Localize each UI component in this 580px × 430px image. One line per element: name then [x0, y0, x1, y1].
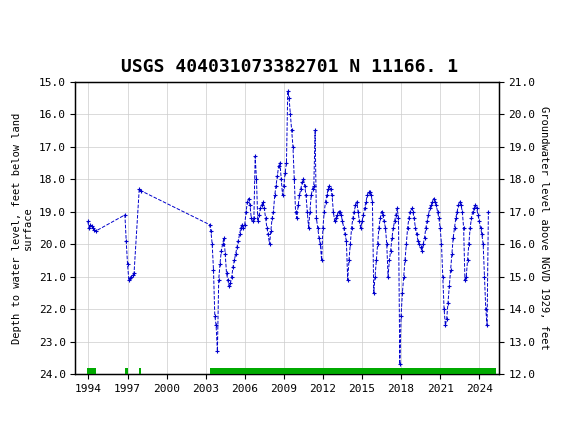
Bar — [139, 369, 141, 380]
Text: ≡USGS: ≡USGS — [12, 16, 70, 35]
Y-axis label: Depth to water level, feet below land
surface: Depth to water level, feet below land su… — [12, 112, 33, 344]
Text: USGS 404031073382701 N 11166. 1: USGS 404031073382701 N 11166. 1 — [121, 58, 459, 76]
Legend: Period of approved data: Period of approved data — [184, 427, 390, 430]
Y-axis label: Groundwater level above NGVD 1929, feet: Groundwater level above NGVD 1929, feet — [539, 106, 549, 350]
Bar — [87, 369, 96, 380]
Bar — [125, 369, 128, 380]
Bar — [209, 369, 496, 380]
